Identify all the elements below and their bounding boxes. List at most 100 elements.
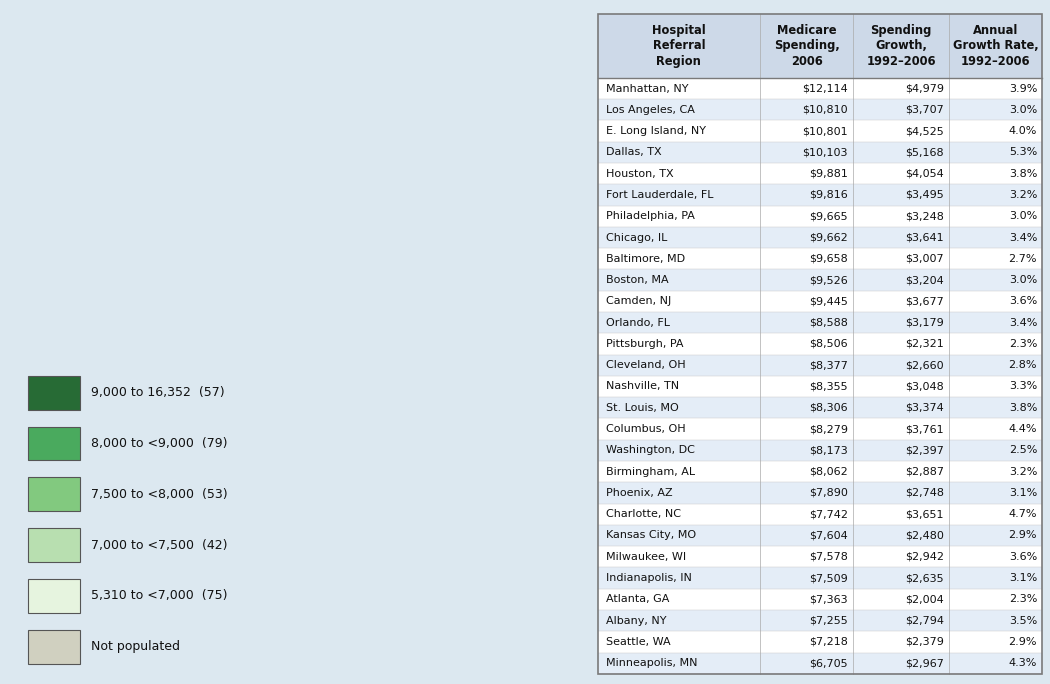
Text: Los Angeles, CA: Los Angeles, CA bbox=[606, 105, 695, 115]
Text: 3.4%: 3.4% bbox=[1009, 317, 1037, 328]
Text: $8,506: $8,506 bbox=[810, 339, 848, 349]
Text: 2.9%: 2.9% bbox=[1009, 637, 1037, 647]
Text: 2.8%: 2.8% bbox=[1009, 360, 1037, 370]
Text: 3.9%: 3.9% bbox=[1009, 83, 1037, 94]
Text: $3,677: $3,677 bbox=[905, 296, 944, 306]
Text: 2.7%: 2.7% bbox=[1009, 254, 1037, 264]
Bar bbox=[597, 14, 1043, 78]
Text: Minneapolis, MN: Minneapolis, MN bbox=[606, 658, 697, 668]
Text: Washington, DC: Washington, DC bbox=[606, 445, 695, 456]
Text: Pittsburgh, PA: Pittsburgh, PA bbox=[606, 339, 684, 349]
Text: St. Louis, MO: St. Louis, MO bbox=[606, 403, 678, 412]
Bar bbox=[597, 610, 1043, 631]
Bar bbox=[597, 354, 1043, 376]
Text: $2,794: $2,794 bbox=[905, 616, 944, 626]
Bar bbox=[597, 99, 1043, 120]
Text: $8,306: $8,306 bbox=[810, 403, 848, 412]
Text: 4.3%: 4.3% bbox=[1009, 658, 1037, 668]
Text: Baltimore, MD: Baltimore, MD bbox=[606, 254, 685, 264]
Text: Seattle, WA: Seattle, WA bbox=[606, 637, 671, 647]
Text: Phoenix, AZ: Phoenix, AZ bbox=[606, 488, 672, 498]
Text: 5,310 to <7,000  (75): 5,310 to <7,000 (75) bbox=[91, 590, 228, 603]
Text: Hospital
Referral
Region: Hospital Referral Region bbox=[652, 24, 706, 68]
Text: $7,890: $7,890 bbox=[810, 488, 848, 498]
Text: $8,173: $8,173 bbox=[810, 445, 848, 456]
Text: $2,748: $2,748 bbox=[905, 488, 944, 498]
Text: 3.0%: 3.0% bbox=[1009, 105, 1037, 115]
Text: $4,979: $4,979 bbox=[905, 83, 944, 94]
Text: $9,662: $9,662 bbox=[810, 233, 848, 243]
Text: 3.3%: 3.3% bbox=[1009, 382, 1037, 391]
Text: Spending
Growth,
1992–2006: Spending Growth, 1992–2006 bbox=[866, 24, 937, 68]
Text: $10,810: $10,810 bbox=[802, 105, 848, 115]
Text: Boston, MA: Boston, MA bbox=[606, 275, 669, 285]
Text: 3.8%: 3.8% bbox=[1009, 403, 1037, 412]
Text: Dallas, TX: Dallas, TX bbox=[606, 147, 662, 157]
Text: $2,480: $2,480 bbox=[905, 531, 944, 540]
Text: Indianapolis, IN: Indianapolis, IN bbox=[606, 573, 692, 583]
Text: $5,168: $5,168 bbox=[905, 147, 944, 157]
Text: $9,881: $9,881 bbox=[810, 169, 848, 179]
Text: $7,509: $7,509 bbox=[810, 573, 848, 583]
Text: 3.5%: 3.5% bbox=[1009, 616, 1037, 626]
Text: Charlotte, NC: Charlotte, NC bbox=[606, 509, 680, 519]
Bar bbox=[597, 482, 1043, 503]
Text: $2,942: $2,942 bbox=[905, 552, 944, 562]
Text: $2,660: $2,660 bbox=[905, 360, 944, 370]
Text: $10,801: $10,801 bbox=[802, 126, 848, 136]
Text: $2,967: $2,967 bbox=[905, 658, 944, 668]
Text: $8,377: $8,377 bbox=[810, 360, 848, 370]
Text: Camden, NJ: Camden, NJ bbox=[606, 296, 671, 306]
Text: $4,525: $4,525 bbox=[905, 126, 944, 136]
Text: E. Long Island, NY: E. Long Island, NY bbox=[606, 126, 706, 136]
Text: $9,665: $9,665 bbox=[810, 211, 848, 221]
Text: Medicare
Spending,
2006: Medicare Spending, 2006 bbox=[774, 24, 840, 68]
Text: $7,604: $7,604 bbox=[810, 531, 848, 540]
Text: Houston, TX: Houston, TX bbox=[606, 169, 673, 179]
Text: $2,379: $2,379 bbox=[905, 637, 944, 647]
Text: Birmingham, AL: Birmingham, AL bbox=[606, 466, 695, 477]
Text: $3,007: $3,007 bbox=[905, 254, 944, 264]
Text: Chicago, IL: Chicago, IL bbox=[606, 233, 667, 243]
Text: 3.2%: 3.2% bbox=[1009, 466, 1037, 477]
Text: $3,179: $3,179 bbox=[905, 317, 944, 328]
Text: $3,048: $3,048 bbox=[905, 382, 944, 391]
Text: $4,054: $4,054 bbox=[905, 169, 944, 179]
Bar bbox=[27, 630, 80, 663]
Text: $7,255: $7,255 bbox=[810, 616, 848, 626]
Bar bbox=[597, 269, 1043, 291]
Bar bbox=[597, 312, 1043, 333]
Text: Philadelphia, PA: Philadelphia, PA bbox=[606, 211, 695, 221]
Text: Columbus, OH: Columbus, OH bbox=[606, 424, 686, 434]
Text: 4.4%: 4.4% bbox=[1009, 424, 1037, 434]
Text: $3,651: $3,651 bbox=[905, 509, 944, 519]
Text: $8,279: $8,279 bbox=[810, 424, 848, 434]
Bar bbox=[597, 184, 1043, 206]
Text: $7,578: $7,578 bbox=[810, 552, 848, 562]
Text: $8,062: $8,062 bbox=[810, 466, 848, 477]
Text: 7,000 to <7,500  (42): 7,000 to <7,500 (42) bbox=[91, 538, 228, 551]
Text: Orlando, FL: Orlando, FL bbox=[606, 317, 670, 328]
Text: $2,887: $2,887 bbox=[905, 466, 944, 477]
Text: $9,816: $9,816 bbox=[810, 190, 848, 200]
Text: Nashville, TN: Nashville, TN bbox=[606, 382, 679, 391]
Text: $3,248: $3,248 bbox=[905, 211, 944, 221]
Text: Atlanta, GA: Atlanta, GA bbox=[606, 594, 669, 605]
Text: $3,761: $3,761 bbox=[905, 424, 944, 434]
Text: Annual
Growth Rate,
1992–2006: Annual Growth Rate, 1992–2006 bbox=[953, 24, 1038, 68]
Text: 2.3%: 2.3% bbox=[1009, 339, 1037, 349]
Text: $3,204: $3,204 bbox=[905, 275, 944, 285]
Text: $6,705: $6,705 bbox=[810, 658, 848, 668]
Text: 9,000 to 16,352  (57): 9,000 to 16,352 (57) bbox=[91, 386, 225, 399]
Text: $8,355: $8,355 bbox=[810, 382, 848, 391]
Text: 3.0%: 3.0% bbox=[1009, 275, 1037, 285]
Text: 8,000 to <9,000  (79): 8,000 to <9,000 (79) bbox=[91, 437, 228, 450]
Text: 3.6%: 3.6% bbox=[1009, 552, 1037, 562]
Text: Milwaukee, WI: Milwaukee, WI bbox=[606, 552, 686, 562]
Text: 3.1%: 3.1% bbox=[1009, 488, 1037, 498]
Text: 7,500 to <8,000  (53): 7,500 to <8,000 (53) bbox=[91, 488, 228, 501]
Bar bbox=[27, 528, 80, 562]
Text: 3.0%: 3.0% bbox=[1009, 211, 1037, 221]
Text: 2.3%: 2.3% bbox=[1009, 594, 1037, 605]
Text: Not populated: Not populated bbox=[91, 640, 181, 653]
